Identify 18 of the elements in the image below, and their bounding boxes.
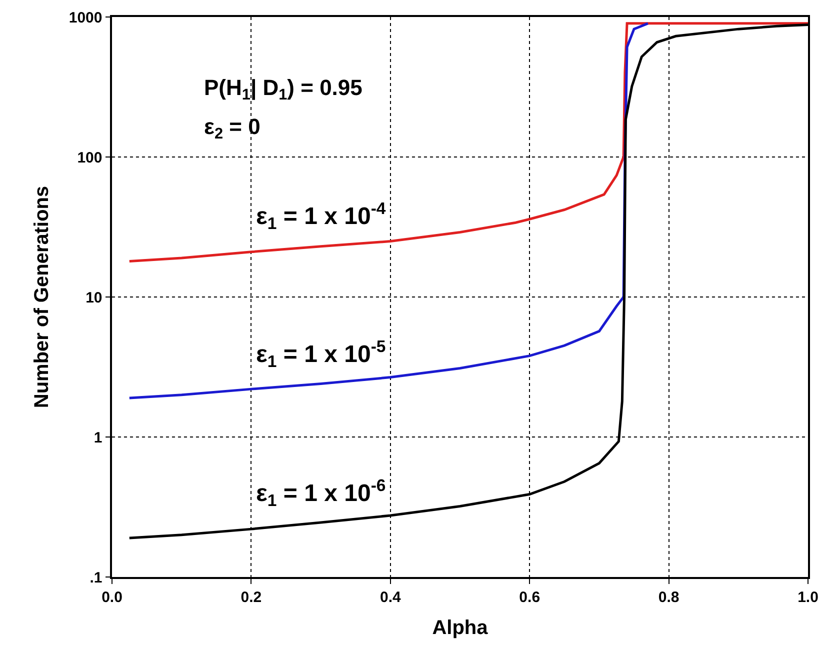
- series-label: ε$_{1}$ = 1 x 10$^{-6}$: [256, 476, 386, 510]
- line-series: [128, 22, 808, 263]
- x-tick-label: 1.0: [798, 588, 818, 606]
- annotation: P(H$_{1}$| D$_{1}$) = 0.95: [204, 75, 362, 104]
- y-tick-label: 1: [94, 429, 102, 446]
- x-tick-label: 0.4: [380, 588, 402, 606]
- x-axis-title: Alpha: [432, 616, 489, 639]
- x-tick-label: 0.8: [658, 588, 680, 606]
- y-tick-label: 100: [77, 149, 102, 166]
- y-axis-title: Number of Generations: [30, 186, 53, 408]
- x-tick-label: 0.6: [519, 588, 540, 606]
- series-label: ε$_{1}$ = 1 x 10$^{-4}$: [256, 199, 386, 234]
- x-tick-label: 0.0: [102, 588, 122, 606]
- x-tick-label: 0.2: [240, 588, 262, 606]
- y-tick-label: 10: [86, 289, 102, 306]
- y-tick-label: .1: [90, 569, 102, 586]
- y-tick-label: 1000: [68, 9, 102, 26]
- series-label: ε$_{1}$ = 1 x 10$^{-5}$: [256, 337, 386, 372]
